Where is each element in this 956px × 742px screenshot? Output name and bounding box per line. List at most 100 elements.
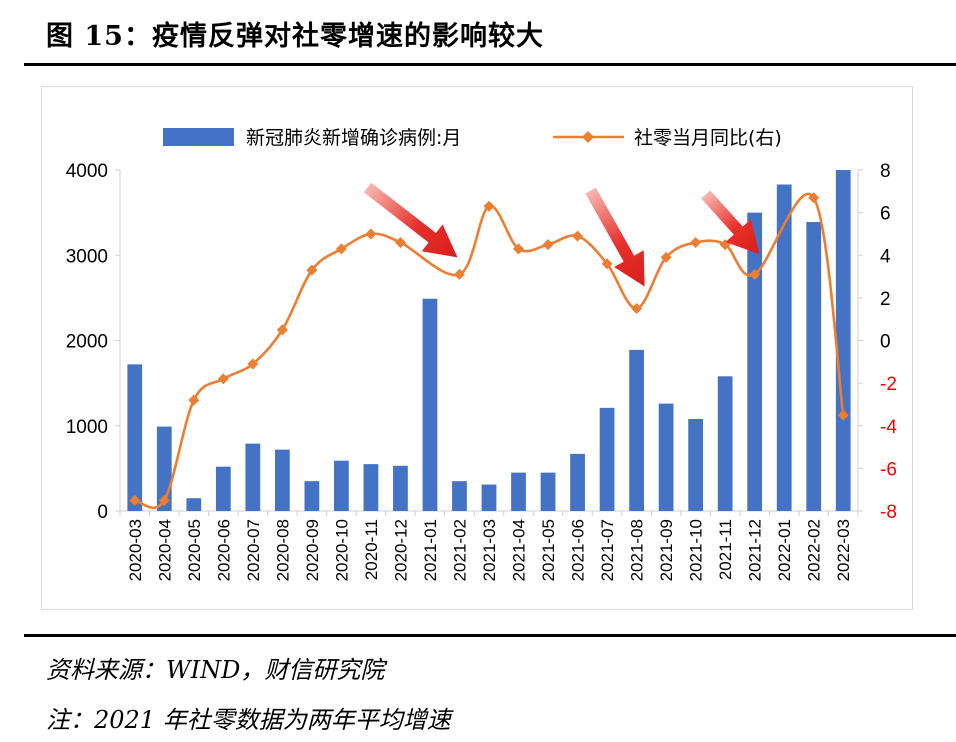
line-point-marker — [158, 494, 170, 506]
x-tick-label: 2020-08 — [273, 519, 292, 581]
bar-cases — [452, 481, 467, 511]
line-point-marker — [129, 494, 141, 506]
footnote: 注：2021 年社零数据为两年平均增速 — [46, 706, 451, 734]
right-tick-label: -4 — [880, 417, 897, 438]
bar-cases — [570, 453, 585, 511]
top-rule — [24, 63, 956, 66]
bar-cases — [245, 443, 261, 511]
x-tick-label: 2021-11 — [716, 519, 735, 580]
bar-cases — [186, 498, 202, 511]
line-point-marker — [513, 243, 525, 255]
x-tick-label: 2021-03 — [480, 519, 499, 581]
bar-cases — [717, 376, 733, 511]
bar-cases — [835, 170, 851, 511]
x-tick-label: 2021-07 — [598, 519, 617, 581]
annotation-arrow-shape — [701, 190, 760, 255]
x-tick-label: 2021-08 — [628, 519, 647, 581]
x-tick-label: 2020-10 — [332, 519, 351, 581]
line-point-marker — [188, 394, 200, 406]
bar-cases — [334, 460, 349, 511]
line-point-marker — [217, 373, 229, 385]
x-tick-label: 2020-07 — [244, 519, 263, 581]
right-tick-label: 4 — [880, 246, 891, 267]
line-point-marker — [572, 230, 584, 242]
line-point-marker — [394, 236, 406, 248]
bar-cases — [688, 418, 704, 511]
bar-cases — [274, 449, 290, 511]
bar-cases — [747, 212, 763, 511]
annotation-arrow — [363, 182, 458, 258]
line-point-marker — [749, 268, 761, 280]
line-point-marker — [837, 409, 849, 421]
right-tick-label: -6 — [880, 459, 897, 480]
chart-frame: 0 1000 2000 3000 4000 -8 -6 -4 -2 0 2 4 6 8 2020-03 202… — [41, 86, 913, 610]
combo-chart: 0 1000 2000 3000 4000 -8 -6 -4 -2 0 2 4 6 8 2020-03 202… — [66, 127, 898, 581]
right-tick-label: 6 — [880, 204, 891, 225]
x-tick-label: 2021-12 — [746, 519, 765, 581]
x-tick-label: 2020-05 — [185, 519, 204, 581]
line-point-marker — [365, 228, 377, 240]
x-tick-label: 2022-03 — [834, 519, 853, 581]
bar-cases — [658, 403, 674, 511]
x-tick-label: 2022-01 — [775, 519, 794, 581]
bar-cases — [776, 184, 792, 511]
line-point-marker — [542, 239, 554, 251]
legend-line-marker — [582, 131, 594, 143]
line-point-marker — [808, 192, 820, 204]
line-point-marker — [335, 243, 347, 255]
legend-bar-label: 新冠肺炎新增确诊病例:月 — [246, 127, 461, 149]
bar-cases — [363, 464, 379, 511]
bar-cases — [304, 481, 320, 511]
x-tick-label: 2020-03 — [126, 519, 145, 581]
line-point-marker — [483, 200, 495, 212]
line-point-marker — [453, 268, 465, 280]
right-tick-label: 0 — [880, 332, 891, 353]
x-tick-label: 2020-09 — [303, 519, 322, 581]
bar-cases — [806, 222, 822, 511]
left-tick-label: 4000 — [66, 161, 108, 182]
bar-cases — [481, 484, 497, 511]
line-point-marker — [660, 251, 672, 263]
x-tick-label: 2021-04 — [510, 519, 529, 581]
bar-cases — [127, 364, 143, 511]
bar-cases — [422, 298, 438, 511]
x-tick-label: 2020-12 — [391, 519, 410, 581]
line-point-marker — [306, 264, 318, 276]
left-tick-label: 3000 — [66, 246, 108, 267]
x-tick-label: 2022-02 — [805, 519, 824, 581]
legend-line-label: 社零当月同比(右) — [634, 127, 782, 149]
source-note: 资料来源：WIND，财信研究院 — [46, 656, 385, 684]
bar-cases — [511, 472, 526, 511]
left-tick-label: 0 — [97, 502, 108, 523]
line-point-marker — [276, 324, 288, 336]
annotation-arrow-shape — [585, 187, 645, 287]
right-tick-label: 2 — [880, 289, 891, 310]
legend-bar-swatch — [163, 128, 234, 146]
bar-cases — [599, 407, 615, 511]
x-tick-label: 2020-06 — [214, 519, 233, 581]
annotation-arrow-shape — [363, 182, 458, 258]
x-tick-label: 2021-09 — [657, 519, 676, 581]
left-tick-label: 2000 — [66, 332, 108, 353]
bar-cases — [629, 349, 644, 511]
x-tick-label: 2021-06 — [569, 519, 588, 581]
annotation-arrow — [701, 190, 760, 255]
x-tick-label: 2021-05 — [539, 519, 558, 581]
line-point-marker — [601, 258, 613, 270]
x-tick-label: 2021-01 — [421, 519, 440, 581]
right-tick-label: -8 — [880, 502, 897, 523]
x-tick-label: 2020-04 — [155, 519, 174, 581]
bar-cases — [393, 465, 408, 511]
line-point-marker — [631, 303, 643, 315]
bar-cases — [215, 466, 231, 511]
x-tick-label: 2021-02 — [450, 519, 469, 581]
x-tick-label: 2021-10 — [687, 519, 706, 581]
right-tick-label: -2 — [880, 374, 897, 395]
line-point-marker — [690, 236, 702, 248]
right-tick-label: 8 — [880, 161, 891, 182]
annotation-arrow — [585, 187, 645, 287]
bar-cases — [540, 472, 556, 511]
left-tick-label: 1000 — [66, 417, 108, 438]
bottom-rule — [24, 634, 956, 637]
line-point-marker — [247, 358, 259, 370]
